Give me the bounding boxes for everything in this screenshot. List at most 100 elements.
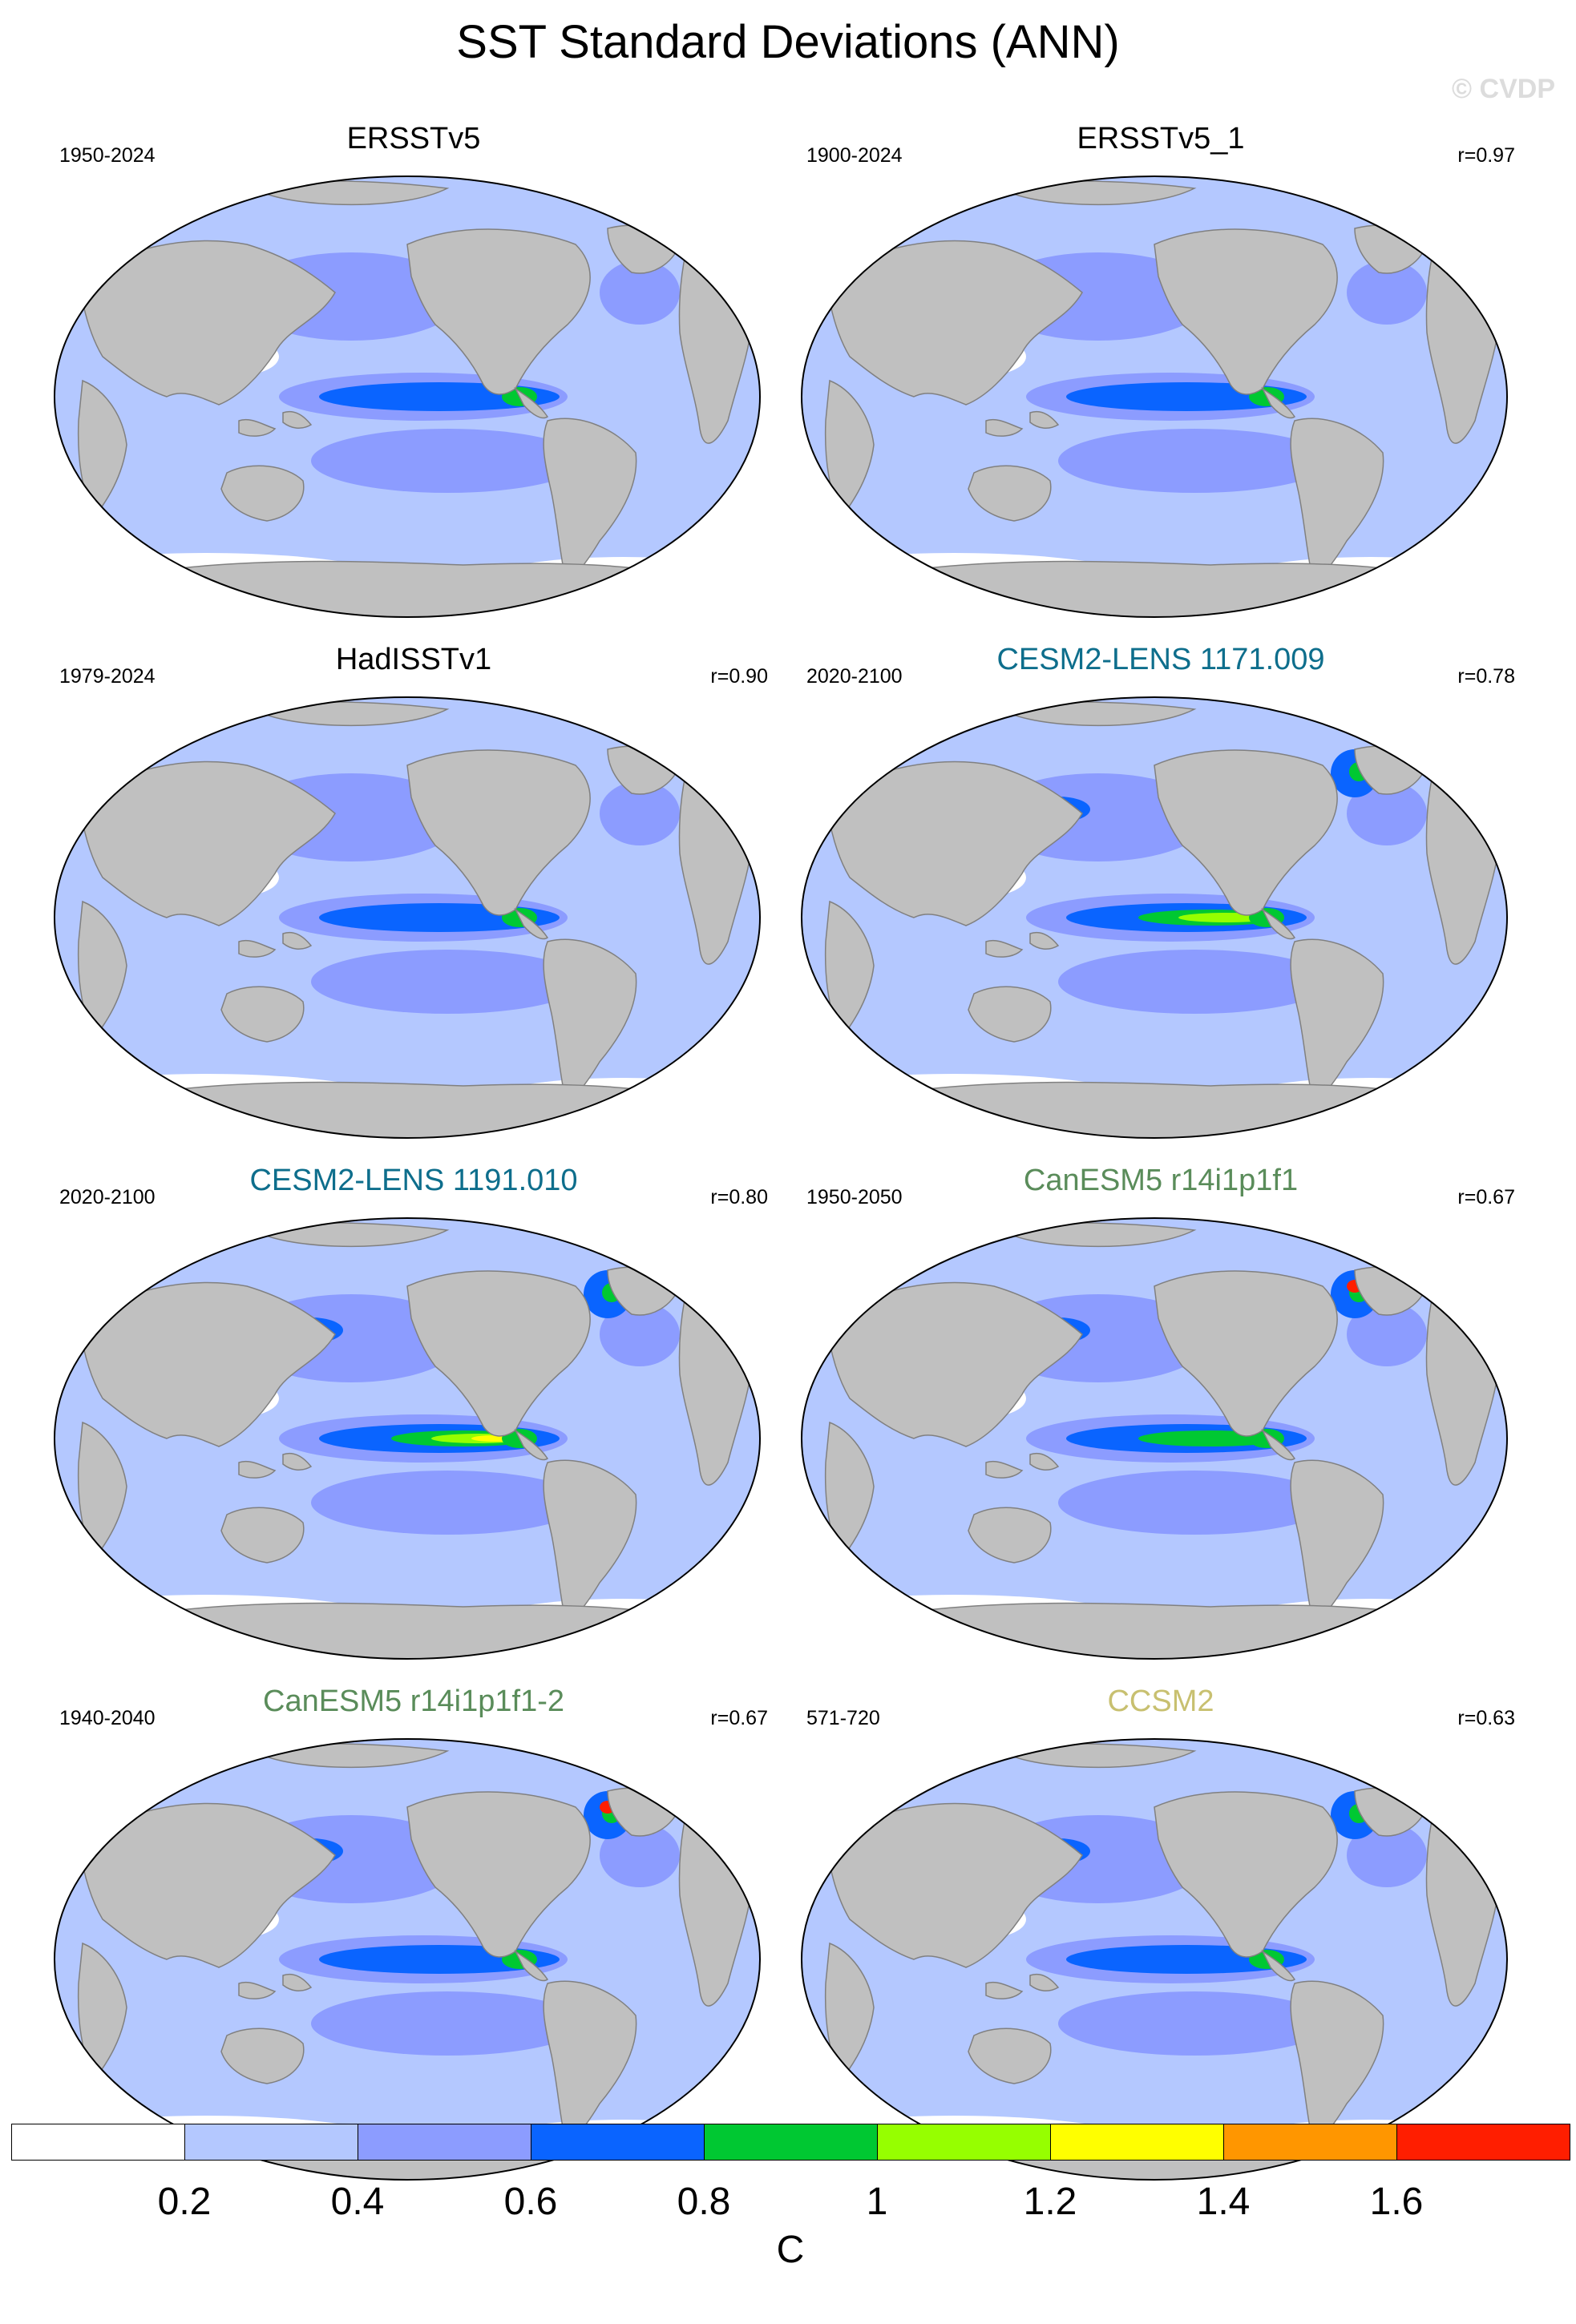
- land-mass: [968, 986, 1052, 1043]
- land-mass: [141, 1081, 689, 1138]
- figure-title: SST Standard Deviations (ANN): [456, 16, 1120, 68]
- panel-correlation: r=0.67: [710, 1707, 768, 1729]
- land-mass: [1029, 1453, 1060, 1471]
- land-mass: [888, 560, 1437, 617]
- land-mass: [220, 1507, 305, 1563]
- land-mass: [1154, 228, 1338, 395]
- map-outline: [801, 1738, 1508, 2181]
- land-mass: [985, 1982, 1024, 1999]
- land-mass: [141, 1602, 689, 1659]
- colorbar-swatch: [184, 2124, 358, 2161]
- land-mass: [78, 240, 336, 405]
- world-map: [54, 696, 761, 1139]
- south-pacific-anomaly: [311, 1471, 584, 1535]
- land-mass: [141, 560, 689, 617]
- land-mass: [514, 1428, 549, 1461]
- world-map: [54, 176, 761, 618]
- land-mass: [406, 1791, 591, 1958]
- land-mass: [77, 379, 127, 518]
- land-mass: [1029, 932, 1060, 950]
- cvdp-watermark: © CVDP: [1452, 74, 1555, 104]
- map-panel: CESM2-LENS 1191.010 2020-2100 r=0.80: [29, 1162, 798, 1675]
- colorbar-swatch: [877, 2124, 1051, 2161]
- panel-period: 1979-2024: [59, 665, 156, 688]
- panel-correlation: r=0.63: [1457, 1707, 1515, 1729]
- map-panel: CCSM2 571-720 r=0.63: [776, 1683, 1546, 2196]
- map-outline: [54, 176, 761, 618]
- world-map: [801, 1217, 1508, 1660]
- south-pacific-anomaly: [1058, 429, 1331, 493]
- colorbar-swatch: [358, 2124, 531, 2161]
- land-mass: [282, 1453, 313, 1471]
- north-atlantic-anomaly: [600, 1823, 680, 1887]
- south-pacific-anomaly: [1058, 1991, 1331, 2056]
- panel-period: 2020-2100: [59, 1186, 156, 1208]
- map-panel: CanESM5 r14i1p1f1-2 1940-2040 r=0.67: [29, 1683, 798, 2196]
- panel-correlation: r=0.90: [710, 665, 768, 688]
- land-mass: [77, 1942, 127, 2081]
- land-mass: [543, 1980, 637, 2145]
- land-mass: [238, 1982, 277, 1999]
- land-mass: [78, 1802, 336, 1968]
- land-mass: [1261, 907, 1296, 940]
- south-pacific-anomaly: [311, 950, 584, 1014]
- land-mass: [514, 907, 549, 940]
- colorbar-tick-label: 1.6: [1369, 2181, 1424, 2223]
- panel-period: 2020-2100: [806, 665, 903, 688]
- panel-period: 1900-2024: [806, 144, 903, 167]
- land-mass: [543, 1459, 637, 1624]
- north-atlantic-anomaly: [600, 781, 680, 845]
- land-mass: [1290, 1459, 1384, 1624]
- panel-title: CanESM5 r14i1p1f1-2: [263, 1684, 564, 1718]
- map-outline: [801, 696, 1508, 1139]
- world-map: [801, 696, 1508, 1139]
- land-mass: [282, 1974, 313, 1991]
- land-mass: [825, 761, 1083, 926]
- panel-period: 1950-2050: [806, 1186, 903, 1208]
- land-mass: [282, 932, 313, 950]
- colorbar-tick-label: 0.6: [503, 2181, 558, 2223]
- colorbar-tick-label: 0.2: [157, 2181, 212, 2223]
- land-mass: [514, 1949, 549, 1982]
- land-mass: [406, 749, 591, 916]
- land-mass: [824, 1421, 875, 1560]
- land-mass: [238, 940, 277, 958]
- land-mass: [77, 1421, 127, 1560]
- map-outline: [801, 176, 1508, 618]
- land-mass: [1261, 1428, 1296, 1461]
- land-mass: [238, 1461, 277, 1479]
- colorbar-tick-label: 1.4: [1196, 2181, 1251, 2223]
- world-map: [54, 1217, 761, 1660]
- world-map: [801, 176, 1508, 618]
- panel-period: 1950-2024: [59, 144, 156, 167]
- land-mass: [220, 465, 305, 522]
- land-mass: [825, 240, 1083, 405]
- north-atlantic-anomaly: [1347, 260, 1427, 325]
- colorbar-tick-label: 1: [866, 2181, 888, 2223]
- land-mass: [1261, 1949, 1296, 1982]
- north-atlantic-anomaly: [600, 1302, 680, 1366]
- map-panel: ERSSTv5 1950-2024: [29, 120, 798, 633]
- panel-correlation: r=0.97: [1457, 144, 1515, 167]
- south-pacific-anomaly: [1058, 1471, 1331, 1535]
- panel-correlation: r=0.78: [1457, 665, 1515, 688]
- map-panel: HadISSTv1 1979-2024 r=0.90: [29, 641, 798, 1154]
- panel-title: CCSM2: [1107, 1684, 1214, 1718]
- south-pacific-anomaly: [311, 1991, 584, 2056]
- colorbar-tick-label: 0.8: [677, 2181, 731, 2223]
- land-mass: [1154, 1791, 1338, 1958]
- land-mass: [985, 419, 1024, 437]
- panel-period: 571-720: [806, 1707, 880, 1729]
- land-mass: [1154, 749, 1338, 916]
- north-atlantic-anomaly: [1347, 1302, 1427, 1366]
- land-mass: [824, 900, 875, 1039]
- land-mass: [1290, 938, 1384, 1103]
- land-mass: [968, 1507, 1052, 1563]
- land-mass: [406, 1270, 591, 1437]
- map-outline: [54, 1738, 761, 2181]
- panel-title: HadISSTv1: [335, 643, 492, 676]
- panel-title: CanESM5 r14i1p1f1: [1023, 1164, 1299, 1197]
- land-mass: [968, 2027, 1052, 2084]
- colorbar-unit: C: [776, 2229, 805, 2271]
- map-panel: CESM2-LENS 1171.009 2020-2100 r=0.78: [776, 641, 1546, 1154]
